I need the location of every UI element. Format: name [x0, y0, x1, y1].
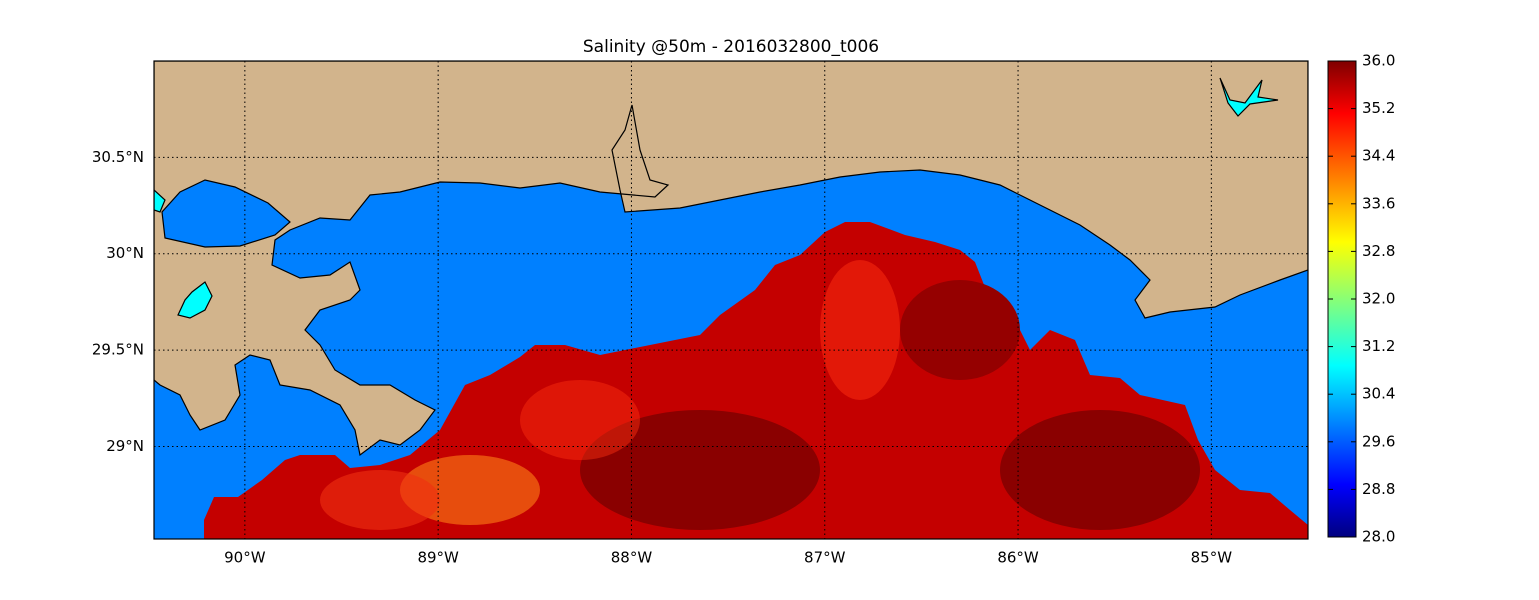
chart-title: Salinity @50m - 2016032800_t006	[583, 37, 879, 57]
salinity-patch	[520, 380, 640, 460]
x-tick-label: 90°W	[224, 549, 266, 567]
colorbar-tick-label: 33.6	[1362, 194, 1395, 212]
colorbar-tick-label: 34.4	[1362, 147, 1395, 165]
salinity-patch	[580, 410, 820, 530]
lake	[177, 281, 213, 319]
y-tick-label: 29°N	[106, 437, 144, 455]
salinity-patch	[820, 260, 900, 400]
colorbar-tick-label: 30.4	[1362, 385, 1395, 403]
colorbar-tick-label: 35.2	[1362, 99, 1395, 117]
lake	[154, 189, 166, 213]
plot-frame	[153, 60, 1309, 540]
colorbar-tick-label: 28.8	[1362, 480, 1395, 498]
x-tick-label: 86°W	[997, 549, 1039, 567]
salinity-patch	[900, 280, 1020, 380]
land	[154, 61, 1308, 457]
map-area	[154, 61, 1308, 539]
colorbar-tick-label: 32.0	[1362, 290, 1395, 308]
y-tick-label: 29.5°N	[92, 341, 144, 359]
x-tick-label: 88°W	[611, 549, 653, 567]
colorbar-tick-label: 31.2	[1362, 337, 1395, 355]
x-tick-label: 87°W	[804, 549, 846, 567]
salinity-patch	[1000, 410, 1200, 530]
x-tick-label: 85°W	[1191, 549, 1233, 567]
colorbar-tick-label: 36.0	[1362, 52, 1395, 70]
lake	[161, 179, 291, 248]
y-tick-label: 30.5°N	[92, 148, 144, 166]
salinity-patch	[320, 470, 440, 530]
colorbar-tick-label: 29.6	[1362, 432, 1395, 450]
colorbar-tick-label: 28.0	[1362, 528, 1395, 546]
y-tick-label: 30°N	[106, 244, 144, 262]
x-tick-label: 89°W	[417, 549, 459, 567]
lake	[1219, 77, 1279, 117]
colorbar-tick-label: 32.8	[1362, 242, 1395, 260]
